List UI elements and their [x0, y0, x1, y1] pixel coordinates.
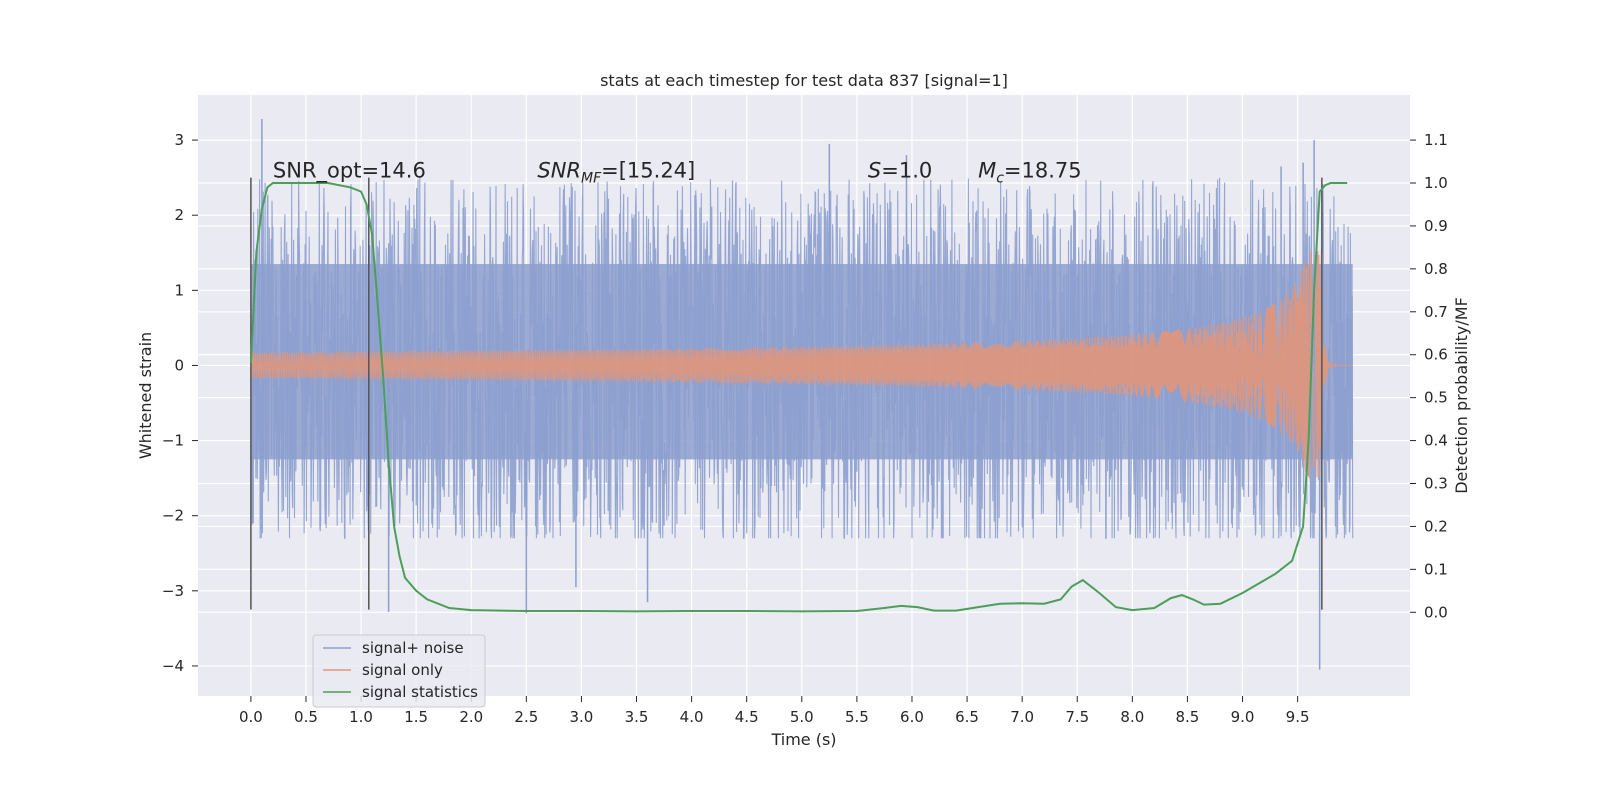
x-tick-label: 6.5 — [955, 708, 979, 726]
y2-tick-label: 0.3 — [1424, 475, 1448, 493]
annotation-s-stat: S=1.0 — [868, 159, 932, 183]
y-tick-label: 1 — [174, 281, 184, 299]
y-axis-label: Whitened strain — [136, 332, 155, 459]
x-tick-label: 9.0 — [1231, 708, 1255, 726]
x-tick-label: 1.0 — [349, 708, 373, 726]
legend-box — [312, 634, 486, 708]
x-tick-label: 4.0 — [680, 708, 704, 726]
annotation-snr-opt: SNR_opt=14.6 — [273, 159, 426, 184]
chirp-trace — [250, 248, 1353, 479]
y-tick-label: −4 — [162, 657, 184, 675]
series-signal-statistics — [249, 182, 1348, 613]
legend-label-signal-only: signal only — [362, 661, 443, 679]
y2-tick-label: 1.0 — [1424, 174, 1448, 192]
annotation-chirp-mass-value: =18.75 — [1004, 159, 1082, 183]
legend-label-signal-statistics: signal statistics — [362, 683, 478, 701]
legend-label-signal-noise: signal+ noise — [362, 639, 464, 657]
annotation-s-stat-main: S — [868, 159, 881, 183]
x-axis-ticks: 0.0 0.5 1.0 1.5 2.0 2.5 3.0 3.5 4.0 4.5 5.0 5.5 6.0 6… — [239, 696, 1310, 726]
x-tick-label: 9.5 — [1286, 708, 1310, 726]
plot-marks — [249, 119, 1354, 670]
y2-tick-label: 0.2 — [1424, 517, 1448, 535]
x-axis-label: Time (s) — [770, 730, 836, 749]
y2-axis-label: Detection probability/MF — [1452, 297, 1471, 494]
x-tick-label: 2.0 — [459, 708, 483, 726]
x-tick-label: 7.0 — [1010, 708, 1034, 726]
y-axis-ticks: −4 −3 −2 −1 0 1 2 3 — [162, 131, 198, 675]
annotation-snr-opt-text: SNR_opt=14.6 — [273, 159, 426, 184]
y-tick-label: 3 — [174, 131, 184, 149]
series-signal-only — [250, 248, 1353, 479]
y2-tick-label: 0.7 — [1424, 303, 1448, 321]
y-tick-label: 0 — [174, 356, 184, 374]
x-tick-label: 3.5 — [625, 708, 649, 726]
x-tick-label: 6.0 — [900, 708, 924, 726]
x-tick-label: 7.5 — [1065, 708, 1089, 726]
x-tick-label: 0.5 — [294, 708, 318, 726]
annotation-s-stat-value: =1.0 — [881, 159, 932, 183]
annotation-snr-mf-value: =[15.24] — [601, 159, 695, 183]
x-tick-label: 8.0 — [1120, 708, 1144, 726]
y2-tick-label: 0.0 — [1424, 603, 1448, 621]
annotation-chirp-mass-main: M — [978, 159, 996, 183]
y-tick-label: −1 — [162, 432, 184, 450]
y-tick-label: 2 — [174, 206, 184, 224]
x-tick-label: 4.5 — [735, 708, 759, 726]
y2-tick-label: 0.6 — [1424, 346, 1448, 364]
x-tick-label: 5.5 — [845, 708, 869, 726]
y-tick-label: −3 — [162, 582, 184, 600]
annotation-snr-mf: SNRMF=[15.24] — [537, 159, 695, 187]
y2-tick-label: 0.8 — [1424, 260, 1448, 278]
annotation-chirp-mass-sub: c — [996, 171, 1004, 187]
x-tick-label: 8.5 — [1176, 708, 1200, 726]
statistics-line — [249, 182, 1348, 613]
annotation-chirp-mass: Mc=18.75 — [978, 159, 1082, 187]
y2-axis-ticks: 0.0 0.1 0.2 0.3 0.4 0.5 0.6 0.7 0.8 0.9 1.0 1.1 — [1410, 131, 1448, 621]
x-tick-label: 3.0 — [570, 708, 594, 726]
y2-tick-label: 0.5 — [1424, 389, 1448, 407]
legend: signal+ noise signal only signal statist… — [312, 634, 486, 708]
y-tick-label: −2 — [162, 507, 184, 525]
marker-lines — [250, 177, 1323, 610]
x-tick-label: 0.0 — [239, 708, 263, 726]
annotation-snr-mf-sub: MF — [581, 171, 602, 187]
x-tick-label: 1.5 — [404, 708, 428, 726]
y2-tick-label: 0.4 — [1424, 432, 1448, 450]
x-tick-label: 5.0 — [790, 708, 814, 726]
chart-title: stats at each timestep for test data 837… — [600, 71, 1008, 90]
y2-tick-label: 1.1 — [1424, 131, 1448, 149]
y2-tick-label: 0.1 — [1424, 560, 1448, 578]
annotations: SNR_opt=14.6 SNRMF=[15.24] S=1.0 Mc=18.7… — [273, 159, 1082, 187]
annotation-snr-mf-main: SNR — [537, 159, 581, 183]
y2-tick-label: 0.9 — [1424, 217, 1448, 235]
x-tick-label: 2.5 — [514, 708, 538, 726]
